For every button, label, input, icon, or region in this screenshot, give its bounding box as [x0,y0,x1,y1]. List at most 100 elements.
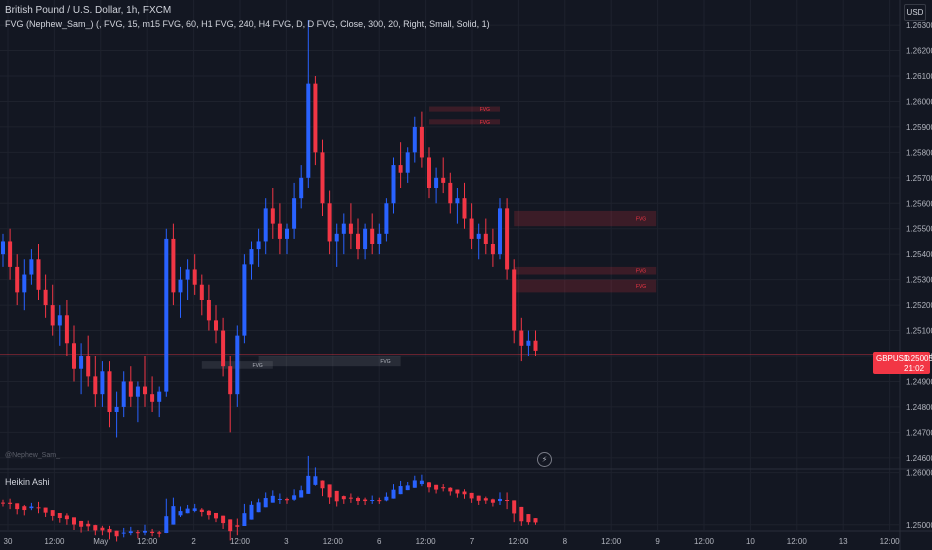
candle-body [242,264,247,336]
y-tick-label: 1.24900 [906,377,932,386]
candle-body [107,371,112,412]
candle-body [143,386,147,395]
candle-body [22,274,27,293]
ha-candle-body [206,510,211,516]
ha-candle-body [8,502,13,504]
ha-candle-body [185,508,190,514]
ha-candle-body [405,485,410,491]
candle-body [292,198,297,229]
candle-body [135,386,140,397]
ha-candle-body [469,492,474,499]
fvg-label: FVG [380,359,390,365]
candle-body [455,198,460,204]
ha-candle-body [107,529,112,533]
candle-body [427,157,431,188]
candle-body [121,381,126,407]
chart-title: British Pound / U.S. Dollar, 1h, FXCM [5,5,172,16]
ha-candle-body [22,506,27,511]
y-tick-label: 1.24700 [906,428,932,437]
candle-body [313,83,318,153]
candle-body [43,289,48,306]
indicator-legend[interactable]: FVG (Nephew_Sam_) (, FVG, 15, m15 FVG, 6… [5,19,490,29]
candle-body [448,182,453,204]
heikin-ashi-title: Heikin Ashi [5,477,50,487]
x-tick-label: 12:00 [787,537,808,546]
candle-body [441,177,446,183]
ha-candle-body [1,502,5,504]
y-tick-label: 1.26200 [906,47,932,56]
currency-button[interactable]: USD [904,4,926,21]
lightning-icon[interactable]: ⚡ [537,452,552,467]
y-tick-label: 1.26300 [906,21,932,30]
ha-candle-body [533,518,538,523]
ha-candle-body [100,527,105,531]
candle-body [100,371,105,395]
y-tick-label: 1.25000 [906,521,932,530]
candle-body [498,208,502,255]
x-tick-label: 12:00 [230,537,251,546]
price-tag-countdown: 21:02 [904,364,925,373]
ha-candle-body [363,499,368,502]
ha-candle-body [434,484,439,490]
candle-body [185,269,190,280]
candle-body [192,269,197,285]
candle-body [128,381,133,397]
ha-candle-body [448,487,453,492]
ha-candle-body [270,495,275,503]
y-tick-label: 1.25300 [906,276,932,285]
candle-body [505,208,510,270]
fvg-zone [514,266,657,275]
x-tick-label: 2 [191,537,196,546]
candle-body [334,233,339,242]
ha-candle-body [86,523,91,527]
ha-candle-body [327,484,332,498]
fvg-label: FVG [636,284,646,290]
candle-body [533,340,538,351]
candle-body [79,356,84,369]
ha-candle-body [214,512,218,519]
x-tick-label: 7 [470,537,475,546]
x-tick-label: 10 [746,537,755,546]
ha-candle-body [192,508,197,511]
ha-candle-body [490,499,495,503]
ha-candle-body [412,480,417,488]
ha-candle-body [285,499,289,501]
candle-body [476,233,481,239]
ha-candle-body [157,532,162,534]
ha-candle-body [320,480,325,489]
ha-candle-body [384,496,389,501]
ha-candle-body [242,513,247,527]
fvg-zone [514,279,657,293]
x-tick-label: 8 [563,537,568,546]
fvg-label: FVG [636,217,646,223]
y-tick-label: 1.25800 [906,148,932,157]
ha-candle-body [135,532,140,534]
ha-candle-body [462,491,467,495]
y-tick-label: 1.25500 [906,225,932,234]
candle-body [270,208,275,224]
x-tick-label: 12:00 [323,537,344,546]
fvg-zone [258,356,401,367]
candle-body [398,165,403,173]
ha-candle-body [483,498,488,501]
fvg-zone [429,119,500,125]
ha-candle-body [164,516,169,534]
ha-candle-body [292,495,297,500]
ha-candle-body [72,517,76,525]
x-tick-label: 12:00 [694,537,715,546]
candle-body [235,335,240,395]
candle-body [277,223,282,239]
ha-candle-body [249,504,254,520]
candle-body [348,223,353,234]
x-tick-label: May [93,537,108,546]
candle-body [228,366,233,395]
ha-candle-body [391,489,396,499]
ha-candle-body [228,519,233,532]
ha-candle-body [64,515,69,520]
ha-candle-body [334,490,339,502]
candle-body [483,233,488,244]
candle-body [93,376,98,395]
candle-body [15,266,20,293]
price-tag-value: 1.25005 [904,354,932,363]
